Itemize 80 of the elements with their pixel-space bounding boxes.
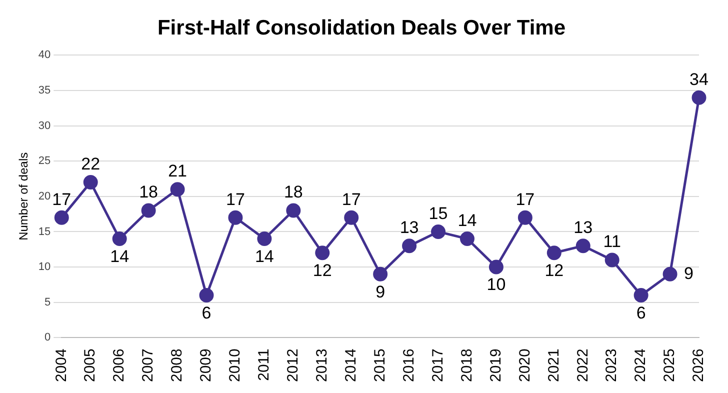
data-label: 6 — [202, 303, 212, 322]
x-tick-label: 2006 — [110, 348, 128, 382]
y-tick-label: 35 — [38, 84, 51, 97]
x-tick-label: 2013 — [314, 348, 331, 382]
x-tick-label: 2014 — [342, 348, 360, 382]
point — [373, 266, 388, 282]
point — [199, 288, 214, 303]
y-tick-label: 40 — [38, 49, 51, 62]
x-tick-label: 2019 — [487, 348, 504, 382]
x-tick-label: 2017 — [429, 348, 446, 382]
x-tick-label: 2025 — [661, 348, 678, 382]
data-label: 9 — [684, 264, 694, 283]
x-tick-label: 2024 — [632, 348, 650, 382]
y-tick-label: 30 — [38, 120, 51, 132]
point — [402, 238, 417, 254]
x-tick-label: 2015 — [371, 348, 388, 382]
data-label: 12 — [312, 261, 332, 280]
point — [170, 182, 185, 197]
y-tick-label: 0 — [44, 332, 51, 344]
data-label: 9 — [376, 282, 386, 302]
data-label: 13 — [400, 218, 419, 238]
y-tick-label: 10 — [38, 261, 51, 274]
point — [488, 260, 504, 274]
y-tick-label: 20 — [38, 190, 51, 202]
data-label: 18 — [284, 182, 303, 202]
data-label: 14 — [458, 210, 477, 230]
x-tick-label: 2022 — [574, 348, 592, 382]
x-tick-label: 2005 — [82, 348, 99, 382]
data-label: 34 — [690, 70, 708, 89]
data-label: 21 — [168, 162, 187, 181]
point — [662, 266, 678, 282]
point — [546, 246, 562, 260]
x-tick-label: 2021 — [545, 348, 562, 382]
point — [604, 252, 620, 268]
data-label: 17 — [342, 190, 361, 209]
data-label: 15 — [428, 204, 448, 223]
point — [112, 232, 127, 246]
x-tick-label: 2011 — [256, 348, 273, 381]
x-tick-label: 2009 — [198, 348, 215, 382]
point — [315, 246, 330, 260]
chart-title: First-Half Consolidation Deals Over Time — [157, 16, 566, 40]
data-label: 6 — [636, 303, 646, 322]
data-label: 12 — [544, 261, 564, 280]
y-axis-title: Number of deals — [16, 152, 31, 240]
point — [692, 90, 706, 105]
point — [344, 210, 359, 225]
point — [576, 238, 590, 254]
data-label: 11 — [603, 232, 621, 252]
x-tick-label: 2023 — [603, 348, 620, 382]
data-label: 22 — [81, 154, 100, 174]
point — [286, 203, 301, 218]
point — [54, 210, 69, 225]
point — [228, 210, 243, 225]
point — [141, 203, 156, 218]
x-tick-label: 2004 — [52, 348, 70, 382]
y-tick-label: 5 — [44, 296, 51, 308]
x-tick-label: 2018 — [458, 348, 476, 382]
data-label: 17 — [52, 190, 72, 209]
y-tick-label: 15 — [38, 226, 51, 238]
point — [518, 210, 532, 225]
data-label: 14 — [110, 246, 130, 266]
data-label: 17 — [516, 190, 535, 209]
data-label: 13 — [574, 218, 593, 238]
point — [431, 224, 446, 239]
x-tick-label: 2016 — [400, 348, 418, 382]
data-label: 18 — [139, 182, 158, 202]
x-tick-label: 2008 — [168, 348, 186, 382]
data-label: 14 — [254, 246, 274, 266]
point — [257, 232, 272, 246]
point — [634, 288, 648, 303]
x-tick-label: 2012 — [284, 348, 302, 382]
x-tick-label: 2007 — [140, 348, 157, 382]
x-tick-label: 2026 — [690, 348, 708, 382]
point — [460, 232, 474, 246]
point — [83, 175, 98, 190]
data-label: 17 — [226, 190, 245, 209]
x-tick-label: 2010 — [226, 348, 244, 382]
y-tick-label: 25 — [38, 155, 51, 168]
x-tick-label: 2020 — [516, 348, 534, 382]
data-label: 10 — [486, 275, 506, 294]
